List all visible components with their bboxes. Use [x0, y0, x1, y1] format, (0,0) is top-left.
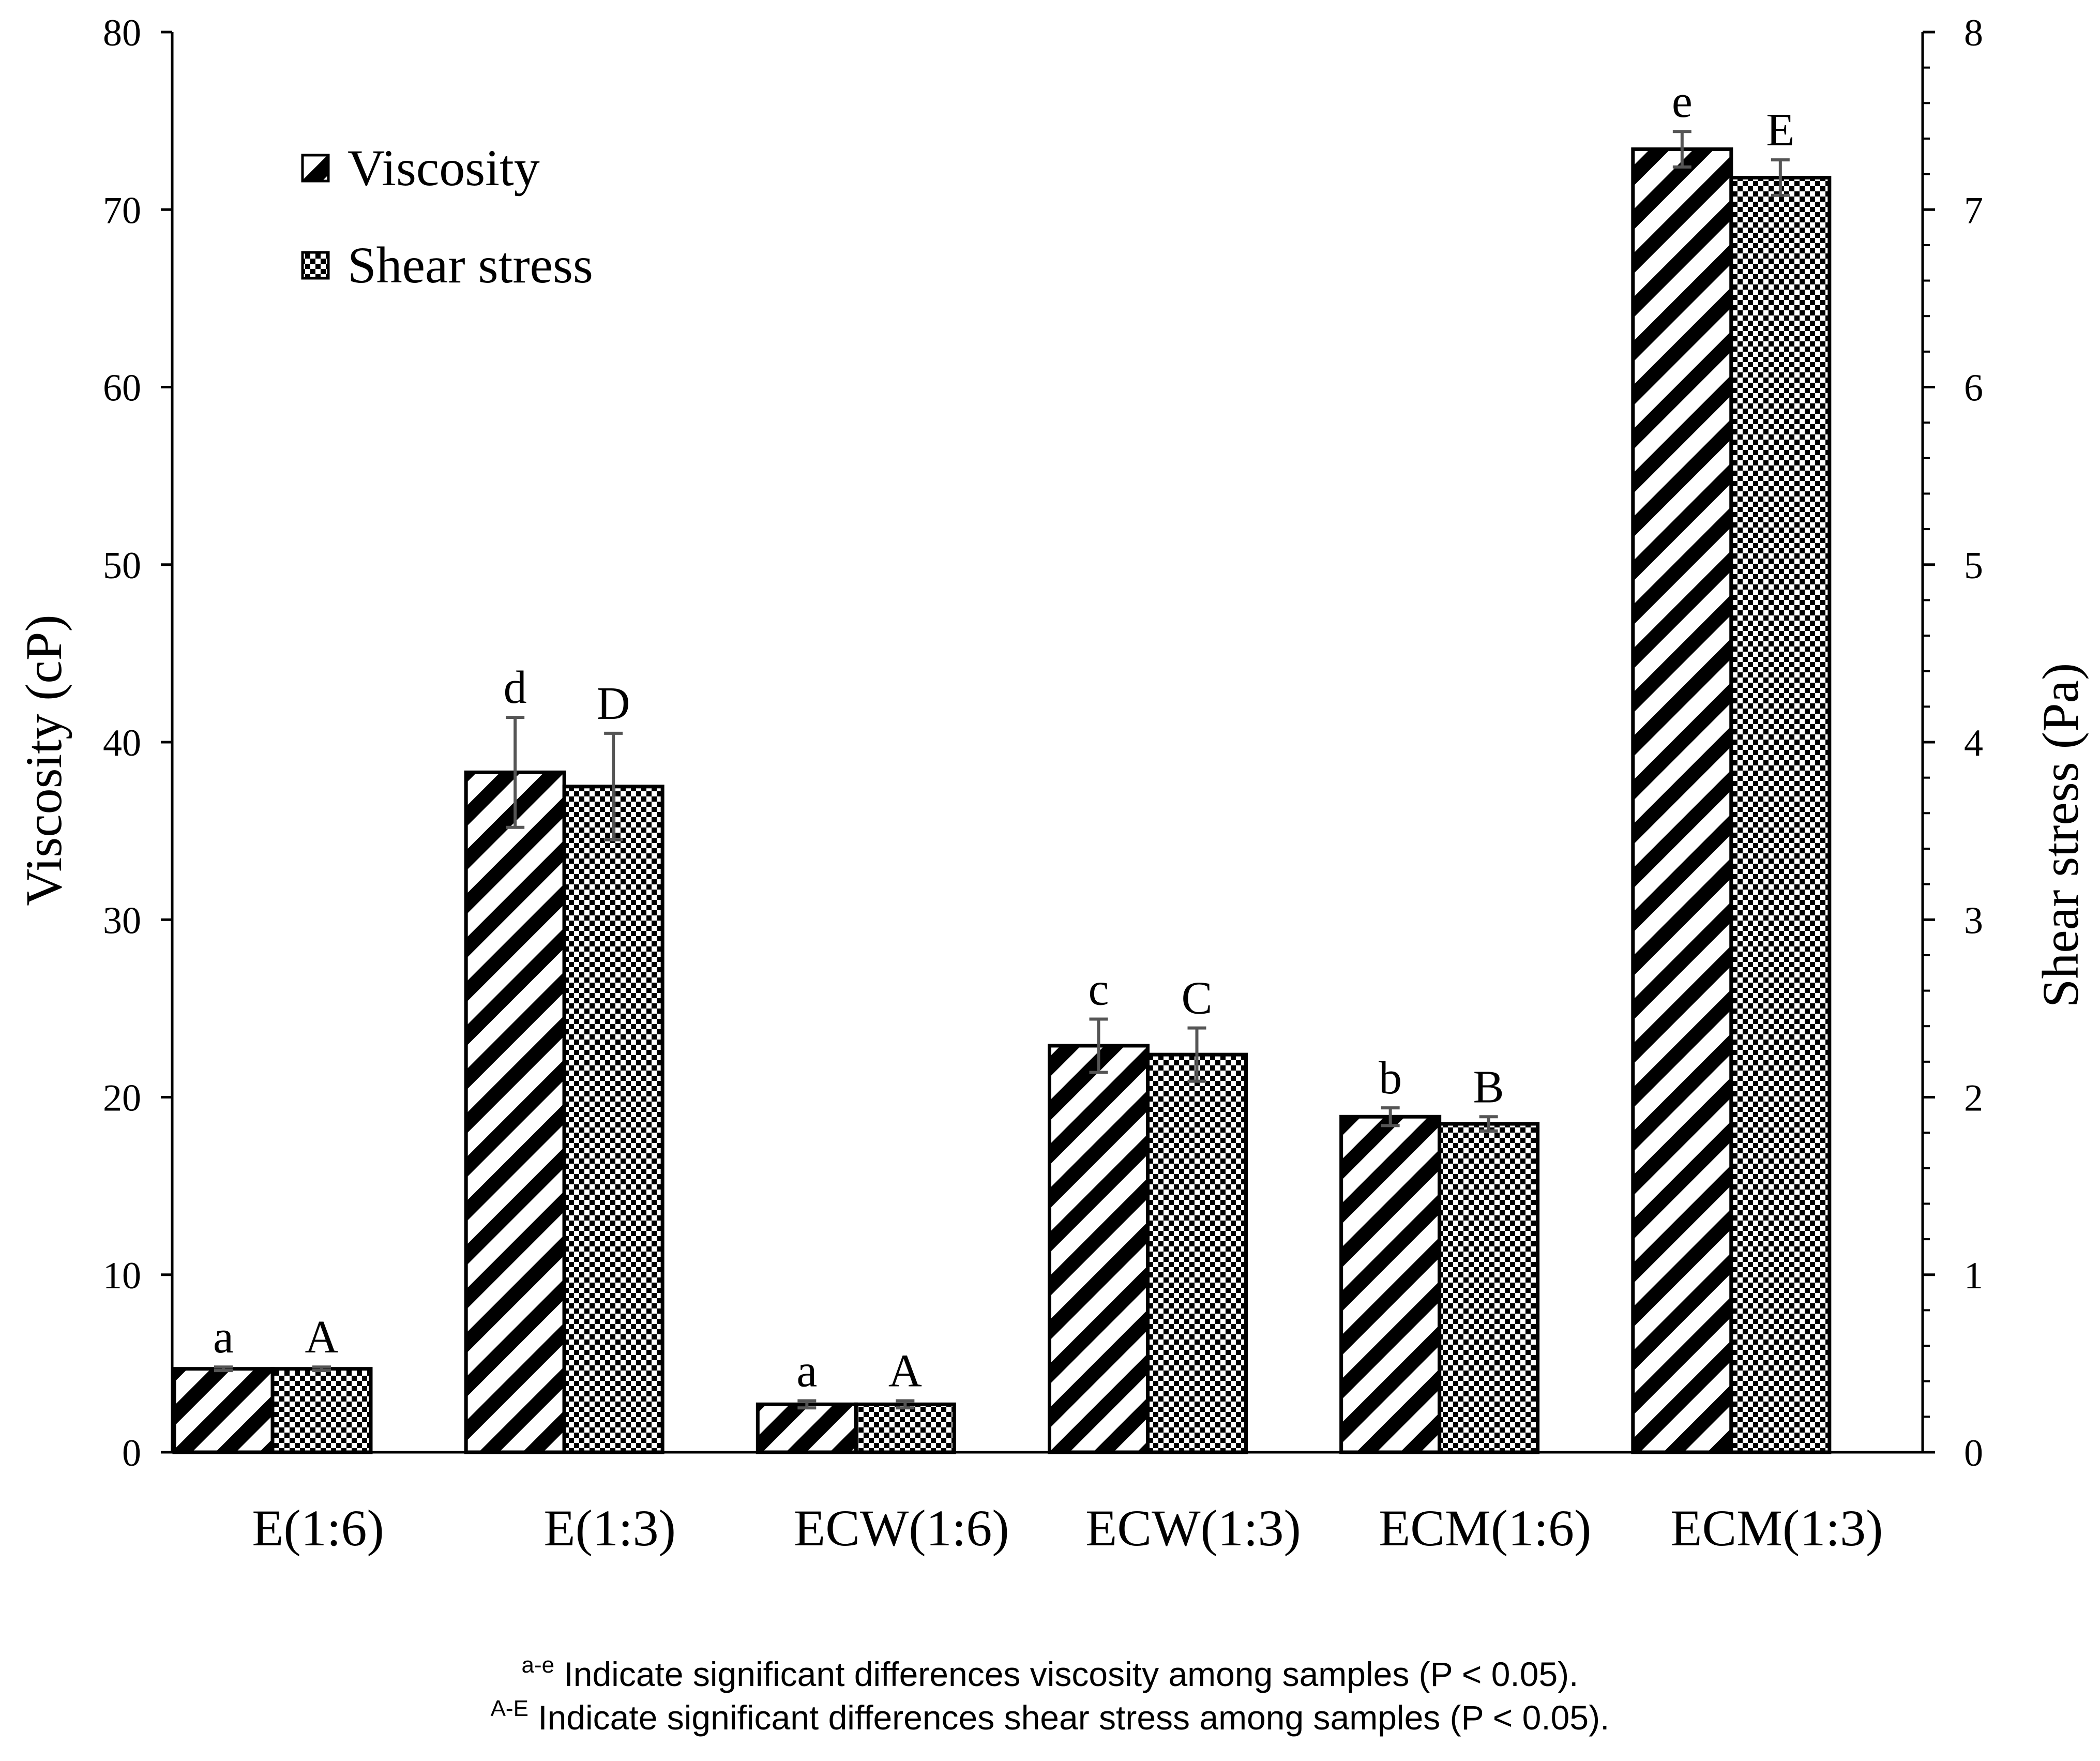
- x-tick-label-5: ECM(1:3): [1670, 1499, 1883, 1557]
- bar-viscosity-5: [1631, 147, 1733, 1454]
- y2-tick-label-6: 6: [1964, 367, 1983, 410]
- significance-label-0-4: b: [1379, 1052, 1402, 1104]
- significance-label-0-2: a: [796, 1345, 817, 1396]
- bar-viscosity-2: [756, 1402, 858, 1454]
- significance-label-1-4: B: [1473, 1061, 1504, 1112]
- significance-label-0-5: e: [1672, 76, 1693, 127]
- y2-tick-label-8: 8: [1964, 12, 1983, 54]
- y2-tick-label-5: 5: [1964, 545, 1983, 587]
- y-tick-label-3: 30: [103, 899, 141, 942]
- bar-shear-stress-5: [1729, 175, 1832, 1454]
- significance-label-0-0: a: [213, 1312, 234, 1363]
- bar-shear-stress-4: [1438, 1122, 1540, 1454]
- y2-tick-label-4: 4: [1964, 722, 1983, 764]
- footnote-shear-stress: A-E Indicate significant differences she…: [0, 1696, 2100, 1739]
- legend-item-viscosity: Viscosity: [301, 139, 540, 197]
- footnote-viscosity-text: Indicate significant differences viscosi…: [554, 1655, 1579, 1693]
- y-tick-label-5: 50: [103, 545, 141, 587]
- y-tick-label-0: 0: [122, 1432, 141, 1474]
- x-tick-label-3: ECW(1:3): [1085, 1499, 1301, 1557]
- significance-label-0-1: d: [504, 662, 527, 713]
- y-tick-label-2: 20: [103, 1077, 141, 1120]
- significance-label-1-0: A: [305, 1312, 339, 1363]
- significance-label-1-1: D: [597, 678, 630, 729]
- bar-viscosity-3: [1048, 1044, 1150, 1454]
- y2-tick-label-2: 2: [1964, 1077, 1983, 1120]
- y-tick-label-7: 70: [103, 189, 141, 232]
- legend-label-shear-stress: Shear stress: [348, 236, 593, 294]
- y-tick-label-1: 10: [103, 1255, 141, 1297]
- y2-axis-title: Shear stress (Pa): [2032, 663, 2089, 1008]
- bar-viscosity-1: [464, 770, 566, 1454]
- legend-label-viscosity: Viscosity: [348, 139, 540, 197]
- legend-swatch-shear-stress: [301, 251, 330, 280]
- y2-tick-label-3: 3: [1964, 899, 1983, 942]
- footnote-shear-stress-superscript: A-E: [490, 1696, 528, 1721]
- legend-swatch-viscosity: [301, 154, 330, 183]
- bar-shear-stress-1: [562, 785, 664, 1454]
- y2-tick-label-0: 0: [1964, 1432, 1983, 1474]
- significance-label-1-2: A: [888, 1345, 922, 1396]
- bar-shear-stress-2: [854, 1402, 956, 1454]
- footnote-viscosity: a-e Indicate significant differences vis…: [0, 1652, 2100, 1696]
- x-tick-label-2: ECW(1:6): [794, 1499, 1009, 1557]
- bar-shear-stress-0: [270, 1367, 373, 1454]
- y-tick-label-6: 60: [103, 367, 141, 410]
- legend-item-shear-stress: Shear stress: [301, 236, 593, 294]
- significance-label-1-5: E: [1766, 104, 1794, 156]
- footnote-shear-stress-text: Indicate significant differences shear s…: [528, 1698, 1610, 1737]
- x-tick-label-0: E(1:6): [252, 1499, 384, 1557]
- y-axis-title: Viscosity (cP): [15, 614, 72, 906]
- y-tick-label-4: 40: [103, 722, 141, 764]
- y2-tick-label-7: 7: [1964, 189, 1983, 232]
- y2-tick-label-1: 1: [1964, 1255, 1983, 1297]
- x-tick-label-4: ECM(1:6): [1379, 1499, 1591, 1557]
- footnote-viscosity-superscript: a-e: [521, 1652, 555, 1678]
- y-tick-label-8: 80: [103, 12, 141, 54]
- x-tick-label-1: E(1:3): [544, 1499, 676, 1557]
- legend: Viscosity Shear stress: [301, 139, 593, 294]
- significance-label-0-3: c: [1089, 964, 1109, 1015]
- significance-label-1-3: C: [1181, 973, 1212, 1024]
- footnotes: a-e Indicate significant differences vis…: [0, 1652, 2100, 1739]
- bar-viscosity-0: [172, 1367, 275, 1454]
- bar-viscosity-4: [1339, 1115, 1442, 1454]
- bar-shear-stress-3: [1146, 1052, 1248, 1454]
